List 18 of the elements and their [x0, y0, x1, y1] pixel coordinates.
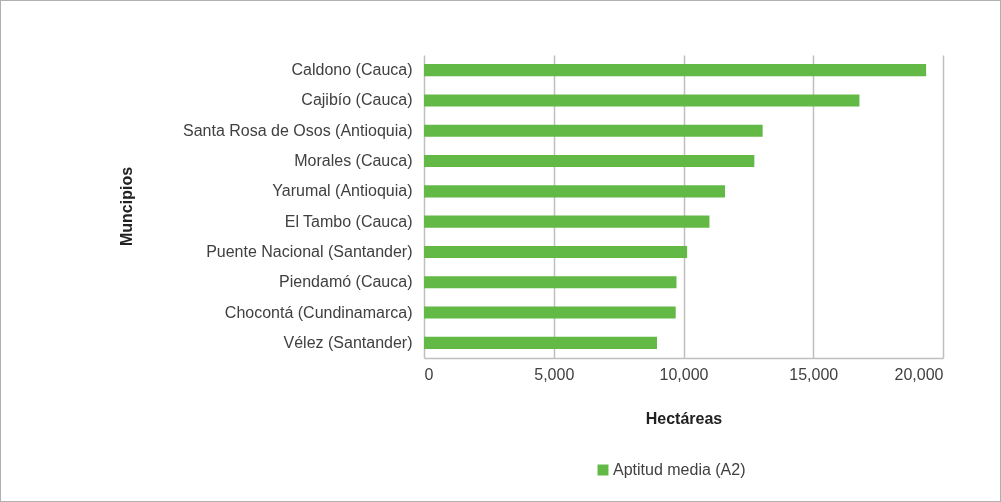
x-tick-label: 0 [424, 365, 434, 383]
x-tick-label: 5,000 [534, 365, 575, 383]
y-tick-label: Yarumal (Antioquia) [272, 182, 413, 200]
y-tick-label: Piendamó (Cauca) [279, 273, 413, 291]
y-tick-label: Puente Nacional (Santander) [206, 242, 413, 260]
y-tick-label: Cajibío (Cauca) [301, 91, 413, 109]
legend-label: Aptitud media (A2) [613, 461, 746, 478]
x-tick-label: 20,000 [894, 365, 944, 383]
y-tick-label: Santa Rosa de Osos (Antioquia) [183, 121, 413, 139]
y-tick-label: Caldono (Cauca) [291, 61, 413, 79]
x-tick-label: 10,000 [659, 365, 709, 383]
y-axis-title: Muncipios [117, 166, 135, 247]
x-axis-title: Hectáreas [645, 409, 723, 427]
y-tick-label: Chocontá (Cundinamarca) [224, 303, 413, 321]
y-tick-label: El Tambo (Cauca) [284, 212, 413, 230]
y-tick-label: Vélez (Santander) [283, 333, 413, 351]
x-tick-label: 15,000 [789, 365, 839, 383]
y-tick-label: Morales (Cauca) [294, 152, 413, 170]
